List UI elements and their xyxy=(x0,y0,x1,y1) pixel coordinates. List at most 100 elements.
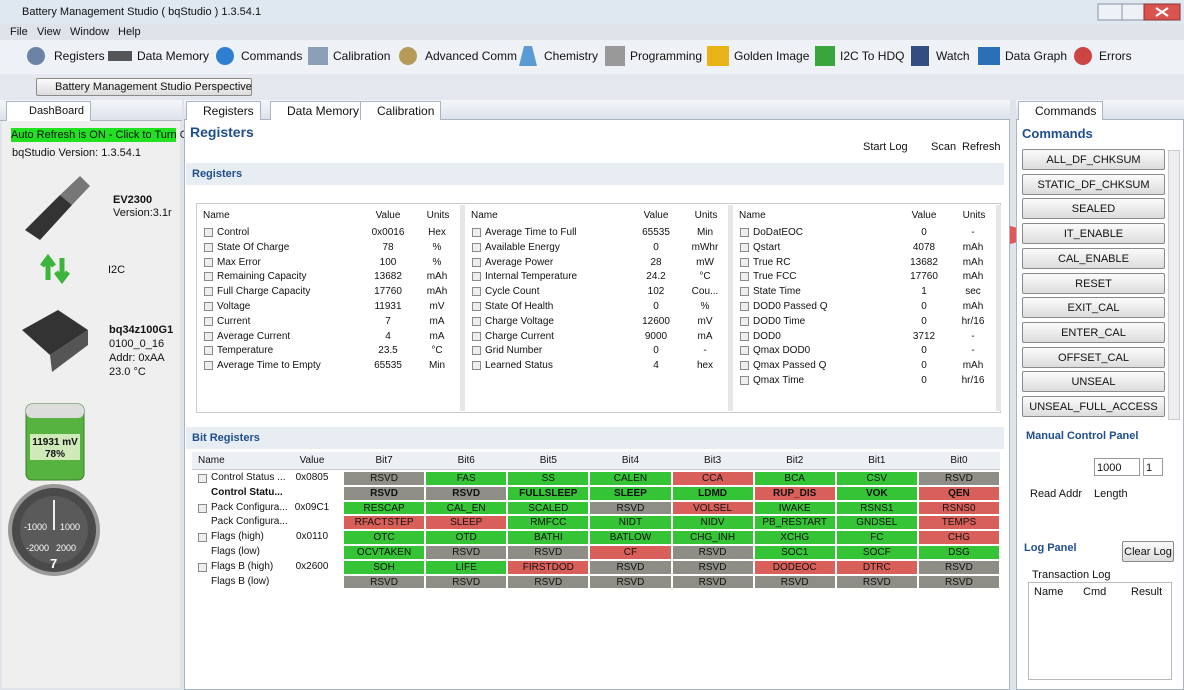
menu-item[interactable]: View xyxy=(37,26,61,38)
bit-cell: FAS xyxy=(425,471,508,486)
checkbox[interactable] xyxy=(204,302,213,311)
command-button[interactable]: OFFSET_CAL xyxy=(1022,346,1165,368)
command-button[interactable]: ALL_DF_CHKSUM xyxy=(1022,149,1165,170)
checkbox[interactable] xyxy=(472,331,481,341)
checkbox[interactable] xyxy=(740,257,749,267)
checkbox[interactable] xyxy=(204,228,213,237)
toolbar-button[interactable]: Watch xyxy=(936,49,970,63)
toolbar-button[interactable]: Chemistry xyxy=(544,49,599,63)
toolbar-button[interactable]: Commands xyxy=(241,49,303,63)
menu-item[interactable]: Window xyxy=(70,26,110,38)
checkbox[interactable] xyxy=(472,361,481,371)
perspective-button[interactable]: Battery Management Studio Perspective xyxy=(36,78,252,96)
register-units: Min xyxy=(428,360,446,372)
command-button[interactable]: STATIC_DF_CHKSUM xyxy=(1022,173,1165,195)
register-units: mA xyxy=(697,330,713,342)
checkbox[interactable] xyxy=(198,533,207,543)
editor-tab[interactable]: Data Memory xyxy=(270,101,367,120)
toolbar-button[interactable]: Calibration xyxy=(333,49,391,63)
bit-cell: SS xyxy=(507,471,590,486)
action-button[interactable]: Scan xyxy=(931,141,957,153)
checkbox[interactable] xyxy=(204,287,213,297)
clear-log[interactable]: Clear Log xyxy=(1122,541,1174,562)
toolbar-button[interactable]: Golden Image xyxy=(734,49,810,63)
toolbar-button[interactable]: Errors xyxy=(1099,49,1132,63)
bit-cell: CHG xyxy=(917,530,1000,545)
checkbox[interactable] xyxy=(472,346,481,356)
bit-column-header: Bit1 xyxy=(868,455,886,466)
toolbar-button[interactable]: Programming xyxy=(630,49,703,63)
checkbox[interactable] xyxy=(204,361,213,371)
checkbox[interactable] xyxy=(740,316,749,326)
checkbox[interactable] xyxy=(204,257,213,267)
checkbox[interactable] xyxy=(740,361,749,371)
menu-item[interactable]: File xyxy=(10,26,28,38)
command-button[interactable]: ENTER_CAL xyxy=(1022,321,1165,343)
checkbox[interactable] xyxy=(204,316,213,326)
checkbox[interactable] xyxy=(204,346,213,356)
editor-tab[interactable]: Calibration xyxy=(360,101,442,120)
register-name: True RC xyxy=(753,256,791,268)
checkbox[interactable] xyxy=(198,474,207,483)
bit-cell: FIRSTDOD xyxy=(507,559,590,575)
checkbox[interactable] xyxy=(740,302,749,311)
action-button[interactable]: Refresh xyxy=(962,141,1001,153)
checkbox[interactable] xyxy=(472,316,481,326)
command-button[interactable]: SEALED xyxy=(1022,198,1165,220)
toolbar-button[interactable]: I2C To HDQ xyxy=(840,49,905,63)
checkbox[interactable] xyxy=(198,503,207,513)
checkbox[interactable] xyxy=(740,376,749,385)
column-header: Name xyxy=(471,210,498,221)
checkbox[interactable] xyxy=(204,331,213,341)
command-button[interactable]: IT_ENABLE xyxy=(1022,223,1165,245)
bit-cell: XCHG xyxy=(753,530,836,545)
toolbar-button[interactable]: Data Graph xyxy=(1005,49,1068,63)
checkbox[interactable] xyxy=(198,562,207,572)
bit-cell: SLEEP xyxy=(589,485,672,501)
delay-input[interactable]: 1000 xyxy=(1094,458,1140,476)
checkbox[interactable] xyxy=(740,331,749,341)
command-button[interactable]: EXIT_CAL xyxy=(1022,297,1165,319)
command-button[interactable]: RESET xyxy=(1022,272,1165,294)
checkbox[interactable] xyxy=(740,272,749,282)
column-header: Units xyxy=(962,210,986,221)
dashboard-tab[interactable]: DashBoard xyxy=(6,101,92,121)
page-title: Registers xyxy=(190,124,254,140)
toolbar-button[interactable]: Data Memory xyxy=(137,49,210,63)
command-button[interactable]: UNSEAL xyxy=(1022,371,1165,393)
checkbox[interactable] xyxy=(204,272,213,282)
action-button[interactable]: Start Log xyxy=(863,141,908,153)
editor-tab[interactable]: Registers xyxy=(186,101,261,120)
bit-column-header: Bit6 xyxy=(457,455,475,466)
checkbox[interactable] xyxy=(740,242,749,252)
register-units: mAh xyxy=(426,271,448,283)
count-input[interactable]: 1 xyxy=(1143,458,1163,476)
checkbox[interactable] xyxy=(472,272,481,282)
bit-column-header: Bit3 xyxy=(703,455,722,466)
register-units: Min xyxy=(696,227,714,238)
checkbox[interactable] xyxy=(472,302,481,311)
checkbox[interactable] xyxy=(472,242,481,252)
checkbox[interactable] xyxy=(740,228,749,237)
checkbox[interactable] xyxy=(740,346,749,356)
register-units: mAh xyxy=(962,271,984,283)
command-button[interactable]: CAL_ENABLE xyxy=(1022,247,1165,269)
commands-tab[interactable]: Commands xyxy=(1018,101,1104,120)
bit-section: Bit Registers xyxy=(186,427,1004,449)
checkbox[interactable] xyxy=(204,242,213,252)
register-name: State Time xyxy=(753,286,801,298)
toolbar-button[interactable]: Registers xyxy=(54,49,105,63)
command-button[interactable]: UNSEAL_FULL_ACCESS xyxy=(1022,396,1165,417)
menu-item[interactable]: Help xyxy=(118,26,141,38)
toolbar-button[interactable]: Advanced Comm xyxy=(425,49,518,63)
column-header: Value xyxy=(375,210,401,221)
checkbox[interactable] xyxy=(472,257,481,267)
column-header: Name xyxy=(203,210,230,221)
auto-refresh[interactable]: Auto Refresh is ON - Click to Turn O xyxy=(11,128,189,142)
table-divider xyxy=(996,205,1001,411)
checkbox[interactable] xyxy=(740,287,749,297)
checkbox[interactable] xyxy=(472,228,481,237)
register-name: Voltage xyxy=(217,301,251,312)
register-name: Full Charge Capacity xyxy=(217,286,311,298)
checkbox[interactable] xyxy=(472,287,481,297)
